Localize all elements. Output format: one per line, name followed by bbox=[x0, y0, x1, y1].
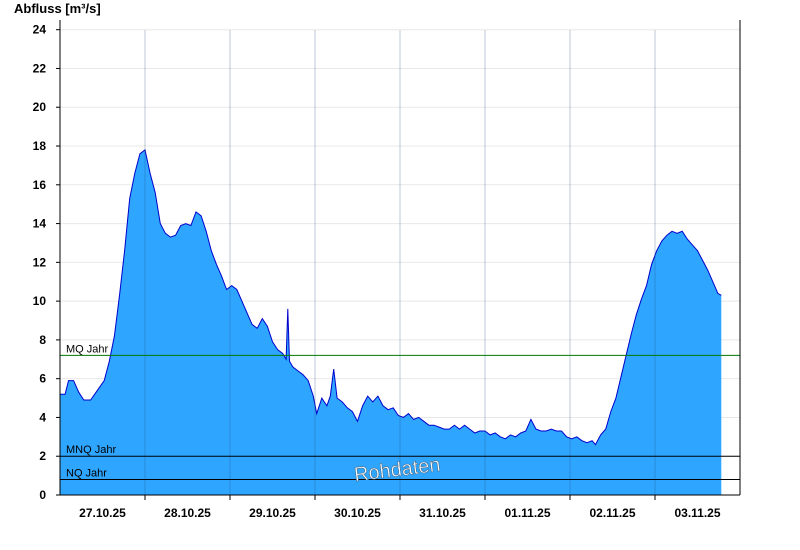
x-tick-label: 29.10.25 bbox=[249, 506, 296, 520]
x-tick-label: 01.11.25 bbox=[504, 506, 550, 520]
y-tick-label: 6 bbox=[39, 372, 46, 386]
discharge-area bbox=[60, 149, 722, 495]
y-tick-label: 4 bbox=[39, 410, 46, 424]
x-tick-label: 02.11.25 bbox=[589, 506, 635, 520]
y-tick-label: 18 bbox=[33, 139, 47, 153]
y-tick-label: 12 bbox=[33, 255, 47, 269]
day-separator-lines bbox=[144, 30, 656, 495]
y-tick-label: 8 bbox=[39, 333, 46, 347]
y-tick-label: 2 bbox=[39, 449, 46, 463]
reference-label: NQ Jahr bbox=[66, 467, 107, 479]
x-tick-label: 28.10.25 bbox=[164, 506, 211, 520]
x-tick-label: 27.10.25 bbox=[79, 506, 126, 520]
y-tick-label: 22 bbox=[33, 61, 47, 75]
x-axis-ticks: 27.10.25 28.10.25 29.10.25 30.10.25 31.10.25… bbox=[79, 495, 721, 520]
y-tick-label: 0 bbox=[39, 488, 46, 502]
reference-label: MNQ Jahr bbox=[66, 444, 116, 456]
discharge-line bbox=[60, 149, 722, 446]
reference-label: MQ Jahr bbox=[66, 343, 109, 355]
x-tick-label: 03.11.25 bbox=[674, 506, 720, 520]
y-tick-label: 20 bbox=[33, 100, 47, 114]
x-tick-label: 31.10.25 bbox=[419, 506, 466, 520]
x-tick-label: 30.10.25 bbox=[334, 506, 381, 520]
plot-area bbox=[60, 149, 722, 495]
y-tick-label: 16 bbox=[33, 178, 47, 192]
reference-lines: MQ Jahr MNQ Jahr NQ Jahr bbox=[60, 343, 740, 480]
chart-title: Abfluss [m³/s] bbox=[14, 1, 101, 16]
y-tick-label: 10 bbox=[33, 294, 47, 308]
y-tick-label: 24 bbox=[33, 23, 47, 37]
y-tick-label: 14 bbox=[33, 217, 47, 231]
